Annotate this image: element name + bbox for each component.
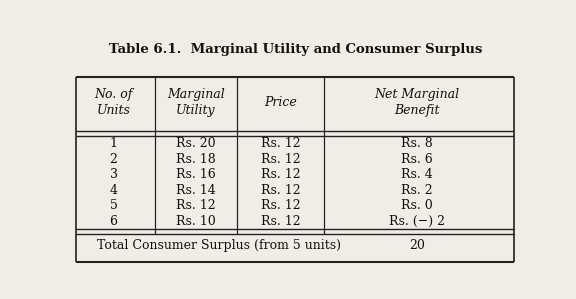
- Text: Rs. 14: Rs. 14: [176, 184, 216, 197]
- Text: 2: 2: [109, 153, 118, 166]
- Text: 6: 6: [109, 215, 118, 228]
- Text: Rs. 12: Rs. 12: [261, 215, 301, 228]
- Text: Rs. 12: Rs. 12: [176, 199, 216, 212]
- Text: Rs. 12: Rs. 12: [261, 168, 301, 181]
- Text: Rs. 18: Rs. 18: [176, 153, 216, 166]
- Text: 1: 1: [109, 137, 118, 150]
- Text: 20: 20: [409, 239, 425, 252]
- Text: Rs. 8: Rs. 8: [401, 137, 433, 150]
- Text: No. of
Units: No. of Units: [94, 89, 132, 118]
- Text: Rs. 10: Rs. 10: [176, 215, 216, 228]
- Text: Rs. 16: Rs. 16: [176, 168, 216, 181]
- Text: Rs. 12: Rs. 12: [261, 199, 301, 212]
- Text: Rs. 12: Rs. 12: [261, 153, 301, 166]
- Text: 4: 4: [109, 184, 118, 197]
- Text: 3: 3: [109, 168, 118, 181]
- Text: Rs. 2: Rs. 2: [401, 184, 433, 197]
- Text: Rs. 6: Rs. 6: [401, 153, 433, 166]
- Text: Marginal
Utility: Marginal Utility: [167, 89, 225, 118]
- Text: Rs. 20: Rs. 20: [176, 137, 216, 150]
- Text: 5: 5: [109, 199, 118, 212]
- Text: Table 6.1.  Marginal Utility and Consumer Surplus: Table 6.1. Marginal Utility and Consumer…: [108, 43, 482, 56]
- Text: Rs. 12: Rs. 12: [261, 184, 301, 197]
- Text: Rs. 0: Rs. 0: [401, 199, 433, 212]
- Text: Rs. 4: Rs. 4: [401, 168, 433, 181]
- Text: Rs. 12: Rs. 12: [261, 137, 301, 150]
- Text: Price: Price: [264, 97, 297, 109]
- Text: Rs. (−) 2: Rs. (−) 2: [389, 215, 445, 228]
- Text: Total Consumer Surplus (from 5 units): Total Consumer Surplus (from 5 units): [97, 239, 342, 252]
- Text: Net Marginal
Benefit: Net Marginal Benefit: [374, 89, 460, 118]
